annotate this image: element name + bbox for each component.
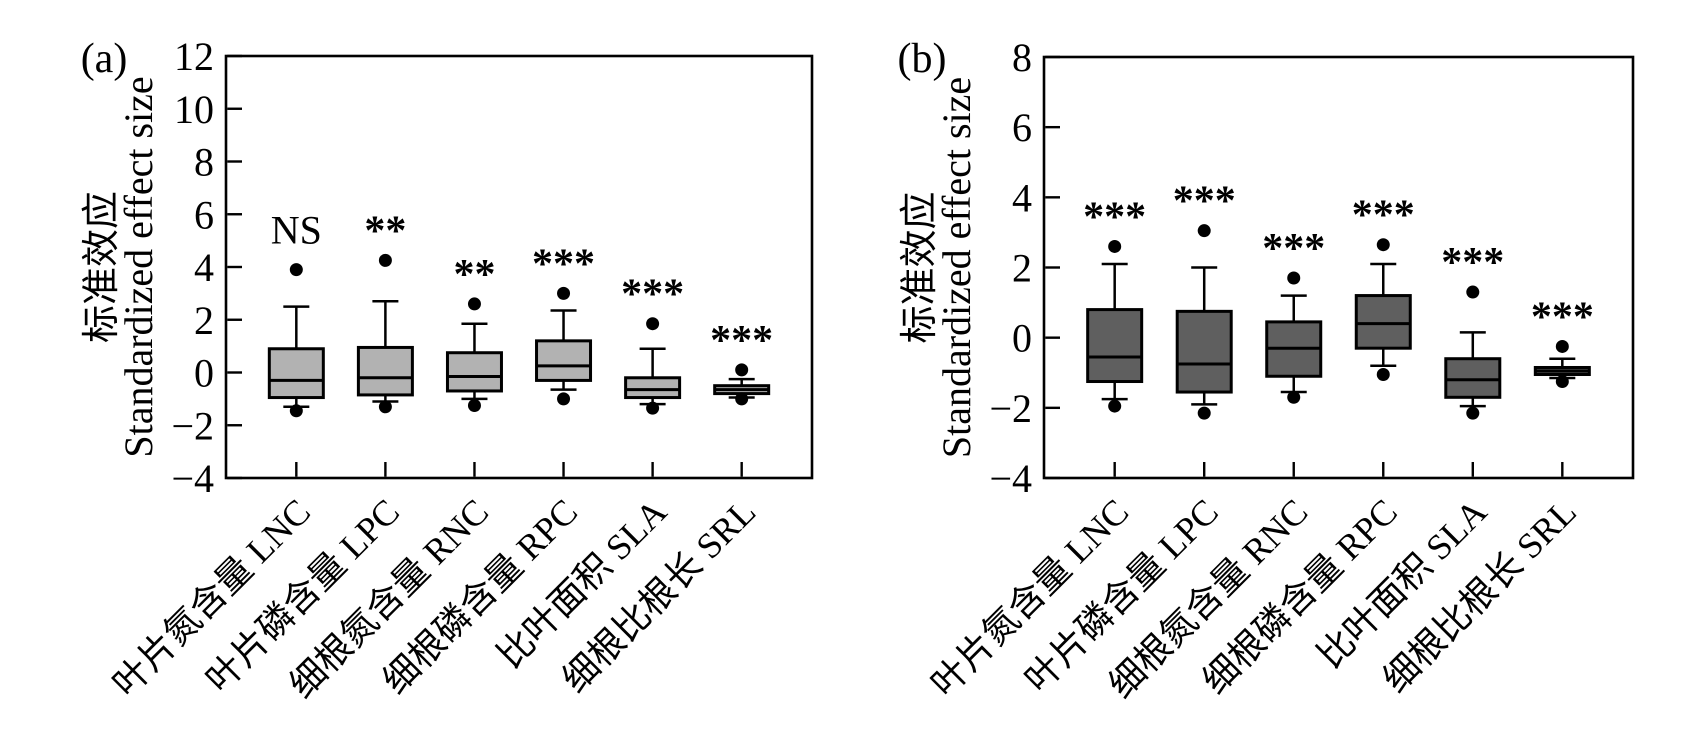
significance-label-RNC: *** (1262, 226, 1325, 272)
y-tick-label-b: 8 (1012, 35, 1032, 80)
significance-label-SRL: *** (1531, 294, 1594, 340)
y-axis-title-zh-b: 标准效应 (899, 191, 941, 343)
outlier-dot (735, 392, 749, 406)
plot-frame-a (224, 54, 814, 480)
y-tick-label-b: 2 (1012, 246, 1032, 291)
outlier-dot (289, 263, 303, 277)
y-tick-label-a: −2 (171, 403, 214, 448)
outlier-dot (1376, 238, 1390, 252)
outlier-dot (735, 363, 749, 377)
significance-label-LPC: *** (1173, 179, 1236, 225)
outlier-dot (1466, 285, 1480, 299)
y-tick-label-b: −2 (989, 386, 1032, 431)
y-tick-label-a: 4 (194, 245, 214, 290)
y-tick-label-b: 0 (1012, 316, 1032, 361)
iqr-box (1086, 308, 1144, 384)
significance-label-RPC: *** (1352, 193, 1415, 239)
outlier-dot (1287, 271, 1301, 285)
panel-label-a: (a) (81, 36, 128, 82)
outlier-dot (378, 253, 392, 267)
outlier-dot (1108, 239, 1122, 253)
iqr-box (1175, 309, 1233, 394)
y-tick-label-a: 8 (194, 140, 214, 185)
iqr-box (1354, 294, 1412, 350)
y-axis-title-en-a: Standardized effect size (116, 76, 161, 457)
y-tick-label-a: 0 (194, 351, 214, 396)
outlier-dot (467, 297, 481, 311)
y-tick-label-b: −4 (989, 456, 1032, 501)
outlier-dot (557, 286, 571, 300)
iqr-box (1444, 357, 1502, 399)
y-tick-label-a: 12 (174, 34, 214, 79)
outlier-dot (1466, 406, 1480, 420)
significance-label-SLA: *** (621, 272, 684, 318)
iqr-box (267, 347, 325, 400)
y-tick-label-b: 6 (1012, 105, 1032, 150)
y-tick-label-b: 4 (1012, 175, 1032, 220)
panel-label-b: (b) (898, 36, 947, 82)
outlier-dot (1108, 399, 1122, 413)
outlier-dot (646, 317, 660, 331)
iqr-box (445, 351, 503, 393)
outlier-dot (1287, 390, 1301, 404)
iqr-box (535, 339, 593, 382)
outlier-dot (1197, 406, 1211, 420)
outlier-dot (1555, 375, 1569, 389)
outlier-dot (646, 401, 660, 415)
y-axis-title-zh-a: 标准效应 (81, 191, 123, 343)
y-tick-label-a: −4 (171, 456, 214, 501)
outlier-dot (289, 404, 303, 418)
significance-label-RNC: ** (453, 252, 495, 298)
significance-label-RPC: *** (532, 241, 595, 287)
outlier-dot (1197, 224, 1211, 238)
outlier-dot (467, 398, 481, 412)
significance-label-LNC: NS (271, 208, 322, 253)
iqr-box (356, 345, 414, 397)
iqr-box (624, 376, 682, 400)
y-tick-label-a: 6 (194, 192, 214, 237)
y-axis-title-en-b: Standardized effect size (934, 77, 979, 458)
significance-label-LPC: ** (364, 208, 406, 254)
y-tick-label-a: 2 (194, 298, 214, 343)
significance-label-SLA: *** (1441, 240, 1504, 286)
outlier-dot (557, 392, 571, 406)
outlier-dot (378, 400, 392, 414)
y-tick-label-a: 10 (174, 87, 214, 132)
plot-frame-b (1042, 55, 1635, 480)
significance-label-SRL: *** (710, 318, 773, 364)
significance-label-LNC: *** (1083, 194, 1146, 240)
outlier-dot (1555, 339, 1569, 353)
outlier-dot (1376, 368, 1390, 382)
